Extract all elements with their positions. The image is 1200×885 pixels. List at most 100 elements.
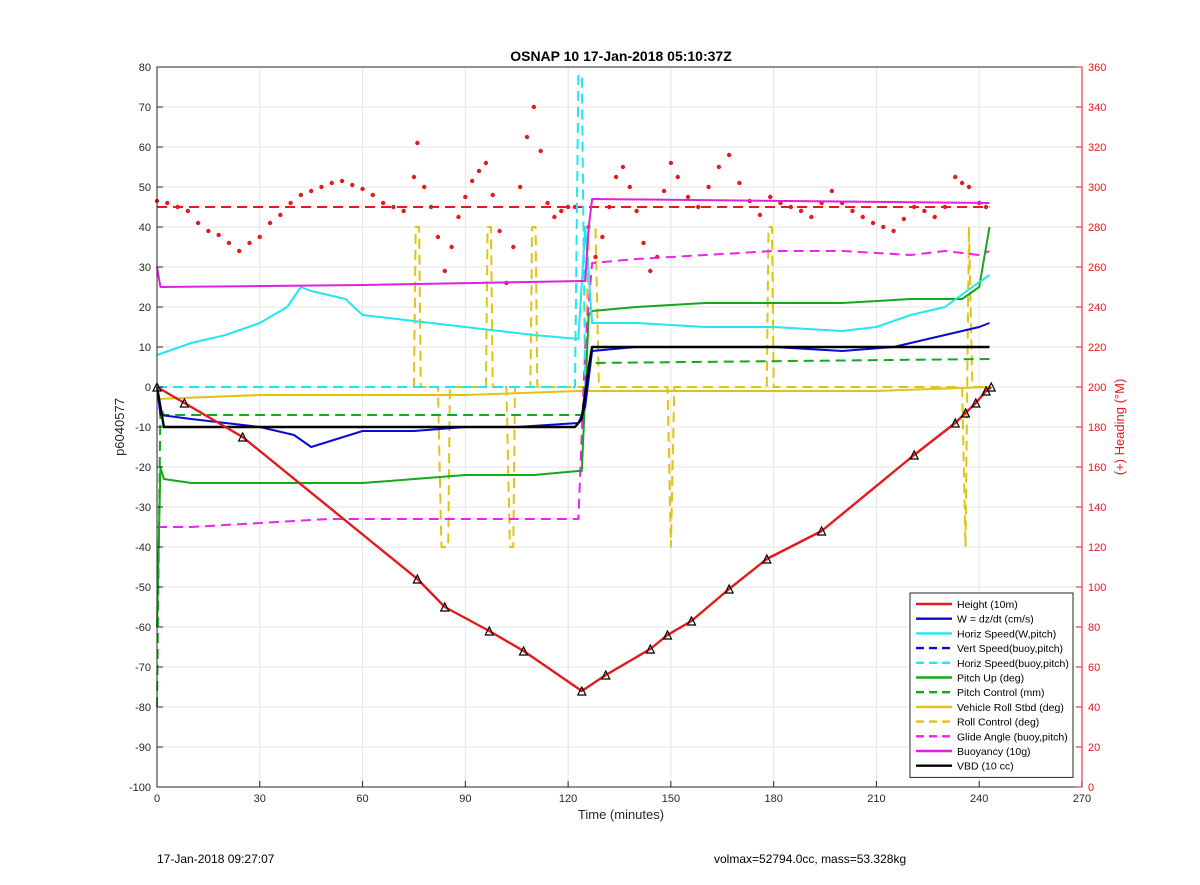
heading-point bbox=[593, 254, 598, 260]
height-marker bbox=[439, 601, 450, 612]
y-tick-label-left: -60 bbox=[135, 622, 151, 634]
heading-point bbox=[538, 148, 543, 154]
legend-label-horiz_buoy: Horiz Speed(buoy,pitch) bbox=[957, 658, 1069, 670]
height-marker bbox=[237, 431, 248, 442]
heading-point bbox=[456, 214, 461, 220]
height-marker bbox=[950, 417, 961, 428]
y-tick-label-left: 0 bbox=[145, 382, 151, 394]
heading-point bbox=[565, 204, 571, 210]
heading-point bbox=[641, 240, 646, 246]
heading-point bbox=[966, 184, 972, 190]
heading-point bbox=[350, 182, 355, 188]
x-tick-label: 0 bbox=[154, 793, 160, 805]
heading-point bbox=[435, 234, 441, 240]
heading-point bbox=[463, 194, 468, 200]
heading-point bbox=[891, 228, 896, 234]
y-tick-label-left: -80 bbox=[135, 702, 151, 714]
y-tick-label-right: 100 bbox=[1088, 582, 1106, 594]
heading-point bbox=[308, 188, 314, 194]
legend-label-roll: Vehicle Roll Stbd (deg) bbox=[957, 702, 1064, 714]
x-tick-label: 180 bbox=[764, 793, 782, 805]
heading-point bbox=[257, 234, 262, 240]
height-marker bbox=[816, 525, 827, 536]
y-tick-label-left: 10 bbox=[139, 342, 151, 354]
y-axis-label-left: p6040577 bbox=[112, 398, 127, 456]
y-tick-label-right: 300 bbox=[1088, 182, 1106, 194]
heading-point bbox=[953, 174, 958, 180]
legend-label-height: Height (10m) bbox=[957, 599, 1018, 611]
legend-label-vbd: VBD (10 cc) bbox=[957, 761, 1014, 773]
x-axis-label: Time (minutes) bbox=[578, 807, 664, 822]
y-tick-label-right: 240 bbox=[1088, 302, 1106, 314]
legend-label-buoyancy: Buoyancy (10g) bbox=[957, 746, 1031, 758]
x-tick-label: 90 bbox=[459, 793, 471, 805]
heading-point bbox=[195, 220, 201, 226]
heading-point bbox=[175, 204, 180, 210]
heading-point bbox=[901, 216, 907, 222]
height-marker bbox=[518, 645, 529, 656]
height-markers bbox=[152, 381, 997, 696]
height-marker bbox=[576, 685, 587, 696]
x-tick-label: 120 bbox=[559, 793, 577, 805]
y-tick-label-left: -90 bbox=[135, 742, 151, 754]
heading-point bbox=[524, 134, 530, 140]
heading-point bbox=[267, 220, 273, 226]
heading-point bbox=[511, 244, 516, 250]
y-tick-label-left: -40 bbox=[135, 542, 151, 554]
height-marker bbox=[662, 629, 673, 640]
x-tick-label: 270 bbox=[1073, 793, 1091, 805]
heading-point bbox=[870, 220, 876, 226]
y-tick-label-right: 120 bbox=[1088, 542, 1106, 554]
chart-title: OSNAP 10 17-Jan-2018 05:10:37Z bbox=[510, 48, 732, 64]
legend-label-vert_buoy: Vert Speed(buoy,pitch) bbox=[957, 643, 1063, 655]
series-line-buoyancy bbox=[156, 198, 990, 288]
y-tick-label-left: -20 bbox=[135, 462, 151, 474]
y-tick-label-right: 0 bbox=[1088, 782, 1094, 794]
y-tick-label-right: 140 bbox=[1088, 502, 1106, 514]
heading-point bbox=[391, 204, 396, 210]
heading-point bbox=[247, 240, 252, 246]
height-marker bbox=[724, 583, 735, 594]
y-tick-label-right: 320 bbox=[1088, 142, 1106, 154]
heading-point bbox=[932, 214, 937, 220]
y-tick-label-right: 220 bbox=[1088, 342, 1106, 354]
y-tick-label-left: 60 bbox=[139, 142, 151, 154]
height-marker bbox=[960, 407, 971, 418]
y-tick-label-right: 80 bbox=[1088, 622, 1100, 634]
height-marker bbox=[686, 615, 697, 626]
y-tick-label-right: 180 bbox=[1088, 422, 1106, 434]
y-tick-label-left: 50 bbox=[139, 182, 151, 194]
series-line-roll_control bbox=[157, 226, 990, 548]
heading-point bbox=[226, 240, 232, 246]
legend-label-pitch_control: Pitch Control (mm) bbox=[957, 687, 1045, 699]
heading-point bbox=[415, 140, 420, 146]
heading-point bbox=[726, 152, 732, 158]
heading-point bbox=[370, 192, 376, 198]
heading-point bbox=[469, 178, 475, 184]
heading-point bbox=[829, 188, 835, 194]
heading-point bbox=[620, 164, 626, 170]
heading-point bbox=[288, 200, 293, 206]
height-marker bbox=[970, 397, 981, 408]
heading-point bbox=[490, 192, 495, 198]
heading-point bbox=[922, 208, 927, 214]
axes: 0 30 60 90 120 150 180 210 240 270-100-90-80-70-6… bbox=[129, 62, 1106, 805]
heading-point bbox=[757, 212, 763, 218]
series-line-horiz_buoy bbox=[157, 74, 587, 388]
y-tick-label-right: 20 bbox=[1088, 742, 1100, 754]
heading-point bbox=[983, 204, 989, 210]
y-tick-label-left: -30 bbox=[135, 502, 151, 514]
y-tick-label-right: 160 bbox=[1088, 462, 1106, 474]
heading-point bbox=[737, 180, 742, 186]
y-tick-label-left: 40 bbox=[139, 222, 151, 234]
heading-point bbox=[298, 192, 304, 198]
x-tick-label: 210 bbox=[867, 793, 885, 805]
y-tick-label-left: 20 bbox=[139, 302, 151, 314]
legend-label-pitch_up: Pitch Up (deg) bbox=[957, 673, 1024, 685]
heading-point bbox=[788, 204, 793, 210]
y-tick-label-right: 340 bbox=[1088, 102, 1106, 114]
heading-point bbox=[716, 164, 722, 170]
heading-point bbox=[216, 232, 221, 238]
y-tick-label-left: -10 bbox=[135, 422, 151, 434]
